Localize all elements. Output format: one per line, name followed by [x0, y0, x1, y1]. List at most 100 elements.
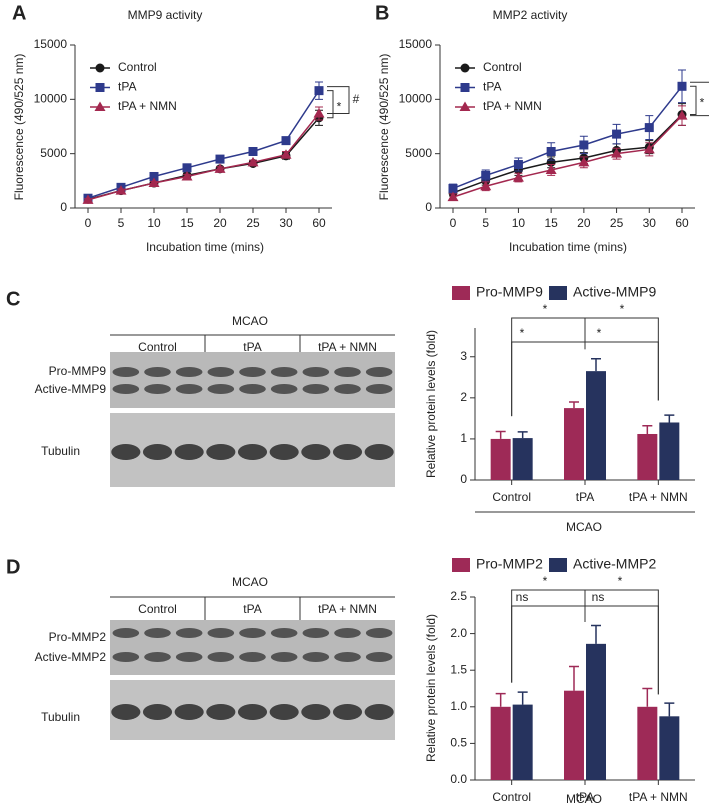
annotation: * [597, 326, 602, 340]
blot-band [334, 367, 361, 377]
legend-label: Control [483, 60, 522, 74]
error-bar [569, 401, 579, 409]
error-bar [517, 431, 528, 439]
y-tick-label: 3 [460, 349, 467, 363]
blot-band [302, 652, 330, 662]
x-tick-label: 20 [213, 216, 227, 230]
x-tick-label: 25 [610, 216, 624, 230]
x-axis-label: Incubation time (mins) [146, 240, 264, 254]
x-axis-label: Incubation time (mins) [509, 240, 627, 254]
bar [512, 438, 533, 480]
chart-title: MMP9 activity [128, 8, 203, 22]
blot-band [332, 704, 363, 720]
marker [215, 154, 225, 164]
blot-row-label: Tubulin [41, 710, 80, 724]
series-line [87, 112, 320, 201]
bar [586, 371, 606, 480]
bracket [327, 86, 350, 114]
blot-band [111, 444, 141, 460]
marker [481, 170, 491, 180]
blot-band [239, 367, 266, 377]
blot-band [112, 384, 140, 394]
annotation: ns [516, 590, 529, 604]
blot-band [301, 444, 331, 460]
annotation: * [543, 574, 548, 588]
blot-band [269, 704, 299, 720]
blot-band [206, 704, 236, 720]
y-tick-label: 15000 [34, 37, 68, 51]
bar [659, 716, 680, 780]
y-tick-label: 1 [460, 431, 467, 445]
marker [313, 107, 325, 118]
marker [512, 172, 524, 182]
y-tick-label: 5000 [40, 146, 67, 160]
blot-row-label: Pro-MMP9 [49, 364, 107, 378]
legend-label: Active-MMP9 [573, 284, 656, 300]
x-tick-label: 10 [147, 216, 161, 230]
bar [637, 433, 658, 480]
y-tick-label: 0 [60, 200, 67, 214]
x-tick-label: 30 [279, 216, 293, 230]
legend-swatch [549, 286, 567, 300]
blot-band [111, 704, 141, 720]
blot-lane-label: tPA [243, 602, 261, 616]
annotation: * [337, 99, 342, 113]
blot-image [110, 352, 395, 408]
x-tick-label: tPA + NMN [629, 790, 688, 804]
panel-letter: D [6, 556, 20, 578]
error-bar [569, 665, 579, 691]
blot-group-label: MCAO [232, 575, 268, 589]
bar [659, 422, 680, 480]
legend-label: Control [118, 60, 157, 74]
series-line [452, 115, 683, 198]
error-bar [495, 430, 506, 439]
marker [612, 129, 622, 139]
bar [564, 690, 584, 780]
marker [182, 163, 192, 173]
marker [214, 163, 226, 173]
bar [564, 408, 584, 480]
blot-lane-label: tPA + NMN [318, 340, 377, 354]
blot-band [206, 444, 236, 460]
blot-band [237, 704, 268, 720]
y-tick-label: 2 [460, 390, 467, 404]
annotation: # [353, 92, 360, 106]
y-tick-label: 2.5 [450, 589, 467, 603]
blot-band [207, 628, 235, 638]
marker [248, 146, 258, 156]
annotation: * [700, 96, 705, 110]
legend-marker [459, 101, 471, 111]
y-axis-label: Relative protein levels (fold) [424, 614, 438, 762]
blot-band [142, 704, 173, 720]
marker [280, 149, 292, 159]
panel-letter: B [375, 2, 389, 24]
error-bar [642, 687, 653, 707]
annotation: * [520, 326, 525, 340]
annotation: * [618, 574, 623, 588]
marker [480, 180, 492, 191]
marker [546, 146, 556, 156]
blot-lane-label: tPA [243, 340, 261, 354]
marker [281, 136, 291, 146]
annotation: * [543, 302, 548, 316]
y-axis-label: Relative protein levels (fold) [424, 330, 438, 478]
bracket [327, 90, 334, 119]
error-bar [591, 624, 601, 644]
bracket [584, 605, 659, 695]
legend-marker [460, 83, 470, 92]
blot-group-label: MCAO [232, 314, 268, 328]
legend-label: Pro-MMP9 [476, 284, 543, 300]
x-tick-label: 15 [180, 216, 194, 230]
legend-label: Pro-MMP2 [476, 556, 543, 572]
legend-marker [94, 101, 106, 111]
blot-row-label: Tubulin [41, 444, 80, 458]
error-bar [591, 358, 601, 372]
y-tick-label: 2.0 [450, 626, 467, 640]
blot-band [239, 628, 266, 638]
marker [643, 143, 655, 154]
bracket [690, 85, 697, 116]
y-tick-label: 1.0 [450, 699, 467, 713]
group-label: MCAO [566, 520, 602, 534]
blot-band [112, 628, 140, 638]
x-tick-label: Control [492, 790, 531, 804]
